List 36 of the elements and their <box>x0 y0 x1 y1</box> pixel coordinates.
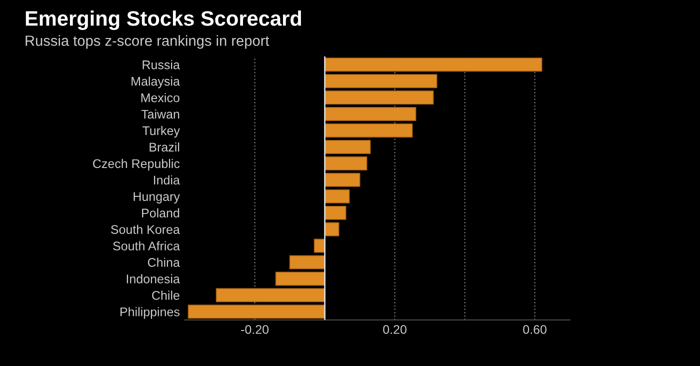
bar <box>324 90 434 105</box>
x-tick-label: 0.20 <box>383 325 406 334</box>
chart-subtitle: Russia tops z-score rankings in report <box>26 35 270 49</box>
y-tick-label: Russia <box>142 60 180 70</box>
y-tick-label: Turkey <box>142 126 180 138</box>
bar <box>324 172 360 187</box>
bar <box>324 206 346 220</box>
y-tick-label: India <box>154 175 180 185</box>
y-tick-label: Indonesia <box>126 274 180 284</box>
y-tick-label: Philippines <box>120 307 180 319</box>
x-tick-label: -0.20 <box>241 325 269 334</box>
bar <box>216 288 326 302</box>
y-tick-label: Taiwan <box>141 109 180 119</box>
bar <box>324 156 368 170</box>
y-tick-label: Brazil <box>150 142 180 152</box>
y-tick-label: Mexico <box>141 93 180 102</box>
y-tick-label: South Africa <box>113 241 180 250</box>
bar <box>188 304 326 319</box>
y-tick-label: Poland <box>142 208 180 218</box>
bar <box>289 255 326 270</box>
chart-title: Emerging Stocks Scorecard <box>26 10 302 30</box>
bar <box>324 222 340 236</box>
bar <box>324 140 371 154</box>
bar <box>324 107 416 122</box>
y-tick-label: China <box>148 258 180 267</box>
y-tick-label: Hungary <box>134 192 180 204</box>
bar <box>324 123 413 138</box>
bar <box>275 272 326 286</box>
bar <box>324 74 438 88</box>
y-tick-label: South Korea <box>111 224 180 234</box>
x-tick-label: 0.60 <box>523 325 546 334</box>
bar <box>324 58 542 72</box>
y-tick-label: Malaysia <box>132 76 180 88</box>
y-tick-label: Czech Republic <box>93 158 180 171</box>
y-tick-label: Chile <box>152 290 180 300</box>
bar <box>324 189 350 204</box>
